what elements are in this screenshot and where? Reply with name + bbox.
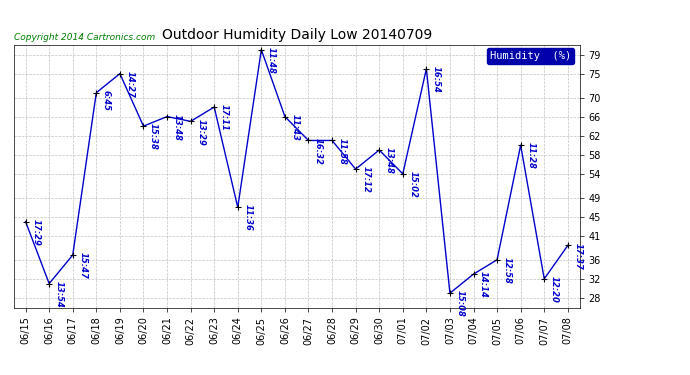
Text: 13:48: 13:48 xyxy=(172,114,181,141)
Text: Copyright 2014 Cartronics.com: Copyright 2014 Cartronics.com xyxy=(14,33,155,42)
Text: 16:54: 16:54 xyxy=(432,66,441,93)
Text: 15:38: 15:38 xyxy=(149,123,158,150)
Text: 11:58: 11:58 xyxy=(337,138,346,165)
Text: 13:54: 13:54 xyxy=(55,281,63,308)
Text: 15:47: 15:47 xyxy=(78,252,88,279)
Text: 15:08: 15:08 xyxy=(455,290,464,317)
Text: 17:29: 17:29 xyxy=(31,219,40,246)
Legend: Humidity  (%): Humidity (%) xyxy=(487,48,574,64)
Text: 17:37: 17:37 xyxy=(573,243,582,270)
Text: 13:29: 13:29 xyxy=(196,118,205,146)
Text: 12:58: 12:58 xyxy=(502,257,512,284)
Text: 13:48: 13:48 xyxy=(385,147,394,174)
Text: 17:12: 17:12 xyxy=(361,166,371,193)
Text: 15:02: 15:02 xyxy=(408,171,417,198)
Title: Outdoor Humidity Daily Low 20140709: Outdoor Humidity Daily Low 20140709 xyxy=(161,28,432,42)
Text: 17:11: 17:11 xyxy=(219,104,229,131)
Text: 16:32: 16:32 xyxy=(314,138,323,165)
Text: 6:45: 6:45 xyxy=(102,90,111,111)
Text: 11:36: 11:36 xyxy=(244,204,253,231)
Text: 12:20: 12:20 xyxy=(550,276,559,303)
Text: 14:14: 14:14 xyxy=(479,272,488,298)
Text: 11:28: 11:28 xyxy=(526,142,535,170)
Text: 11:43: 11:43 xyxy=(290,114,299,141)
Text: 11:48: 11:48 xyxy=(267,47,276,74)
Text: 14:27: 14:27 xyxy=(126,71,135,98)
